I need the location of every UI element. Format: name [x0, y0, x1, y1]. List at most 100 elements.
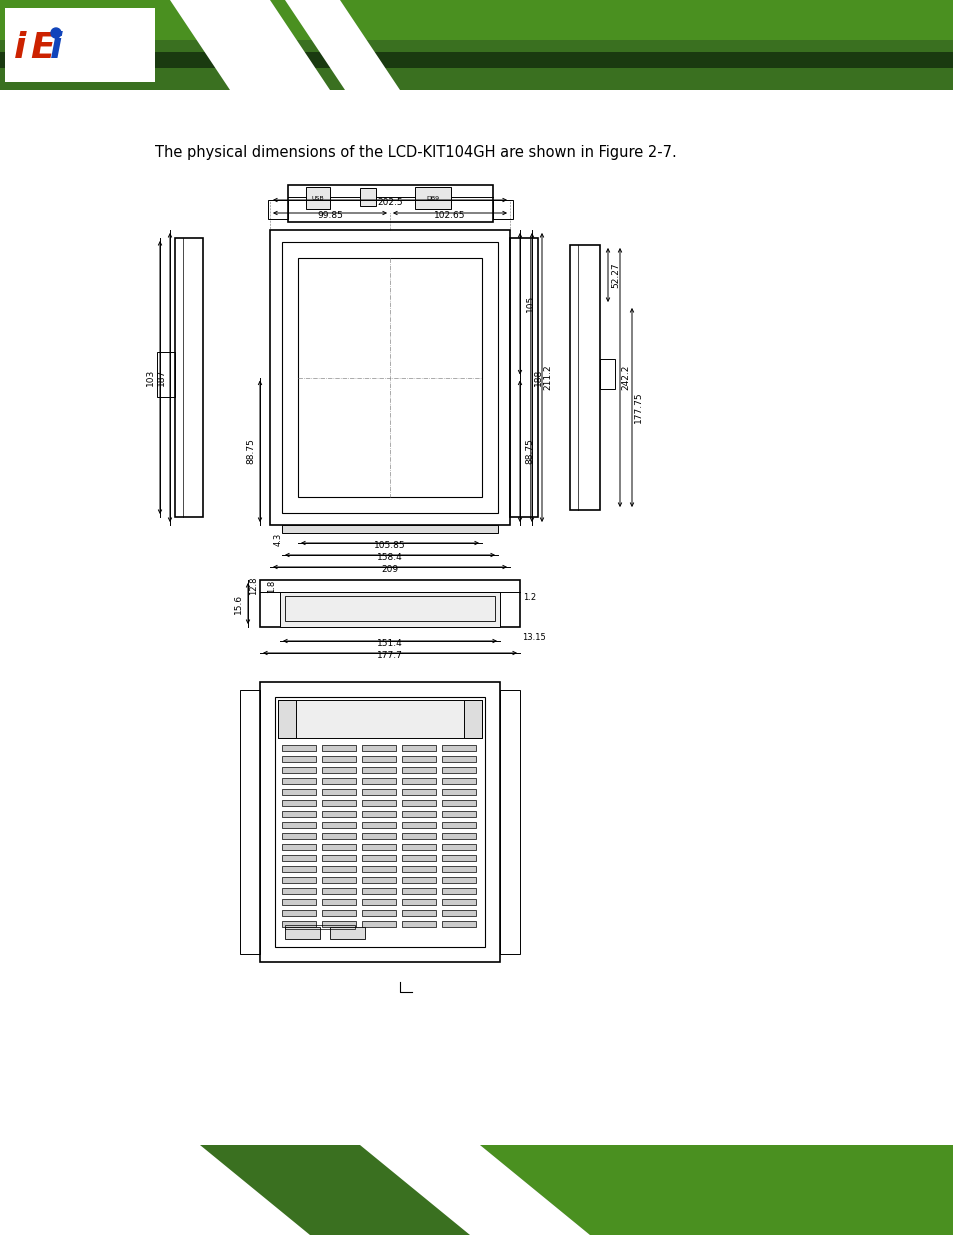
Polygon shape	[479, 1145, 953, 1235]
Polygon shape	[0, 0, 953, 40]
Polygon shape	[361, 921, 395, 927]
Polygon shape	[282, 823, 315, 827]
Text: 103: 103	[146, 369, 154, 387]
Text: 1.8: 1.8	[267, 579, 276, 593]
Polygon shape	[361, 767, 395, 773]
Polygon shape	[401, 756, 436, 762]
Polygon shape	[322, 888, 355, 894]
Polygon shape	[401, 823, 436, 827]
Polygon shape	[277, 700, 481, 739]
Text: The physical dimensions of the LCD-KIT104GH are shown in Figure 2-7.: The physical dimensions of the LCD-KIT10…	[154, 144, 676, 161]
Polygon shape	[282, 525, 497, 534]
Polygon shape	[401, 910, 436, 916]
Polygon shape	[361, 756, 395, 762]
Text: 188: 188	[533, 369, 542, 387]
Polygon shape	[322, 855, 355, 861]
Circle shape	[51, 28, 61, 38]
Polygon shape	[322, 800, 355, 806]
Polygon shape	[282, 745, 315, 751]
Text: 105.85: 105.85	[374, 541, 405, 550]
Polygon shape	[322, 823, 355, 827]
Text: 102.65: 102.65	[434, 211, 465, 220]
Polygon shape	[0, 52, 953, 68]
Polygon shape	[330, 927, 365, 939]
Polygon shape	[441, 844, 476, 850]
Polygon shape	[282, 888, 315, 894]
Text: 13.15: 13.15	[521, 634, 545, 642]
Text: 99.85: 99.85	[316, 211, 342, 220]
Polygon shape	[285, 927, 319, 939]
Polygon shape	[322, 756, 355, 762]
Polygon shape	[282, 899, 315, 905]
Polygon shape	[282, 811, 315, 818]
Polygon shape	[401, 832, 436, 839]
Polygon shape	[401, 800, 436, 806]
Polygon shape	[282, 921, 315, 927]
Polygon shape	[361, 745, 395, 751]
Polygon shape	[322, 877, 355, 883]
Polygon shape	[282, 855, 315, 861]
Polygon shape	[441, 811, 476, 818]
Polygon shape	[361, 811, 395, 818]
Polygon shape	[441, 800, 476, 806]
Text: 177.75: 177.75	[633, 391, 641, 424]
Polygon shape	[359, 188, 375, 206]
Polygon shape	[359, 1145, 589, 1235]
Polygon shape	[361, 844, 395, 850]
Polygon shape	[361, 910, 395, 916]
Polygon shape	[415, 186, 451, 209]
Polygon shape	[441, 832, 476, 839]
Polygon shape	[285, 0, 399, 90]
Text: 15.6: 15.6	[233, 594, 242, 614]
Polygon shape	[322, 778, 355, 784]
Polygon shape	[441, 767, 476, 773]
Text: 209: 209	[381, 564, 398, 574]
Polygon shape	[282, 778, 315, 784]
Polygon shape	[361, 888, 395, 894]
Polygon shape	[322, 745, 355, 751]
Polygon shape	[361, 778, 395, 784]
Polygon shape	[441, 877, 476, 883]
Polygon shape	[361, 877, 395, 883]
Polygon shape	[441, 866, 476, 872]
Polygon shape	[361, 855, 395, 861]
Polygon shape	[322, 832, 355, 839]
Text: 242.2: 242.2	[620, 364, 630, 390]
Polygon shape	[361, 899, 395, 905]
Polygon shape	[401, 921, 436, 927]
Polygon shape	[282, 832, 315, 839]
Polygon shape	[401, 844, 436, 850]
Text: 52.27: 52.27	[611, 262, 619, 288]
Polygon shape	[361, 866, 395, 872]
Text: ®Technology Corp.: ®Technology Corp.	[14, 62, 140, 74]
Text: 158.4: 158.4	[376, 553, 402, 562]
Polygon shape	[282, 789, 315, 795]
Polygon shape	[170, 0, 330, 90]
Text: 88.75: 88.75	[246, 438, 255, 464]
Text: 1.2: 1.2	[523, 593, 536, 601]
Polygon shape	[282, 800, 315, 806]
Polygon shape	[441, 921, 476, 927]
Text: 12.8: 12.8	[250, 577, 258, 595]
Polygon shape	[401, 789, 436, 795]
Polygon shape	[322, 866, 355, 872]
Polygon shape	[361, 789, 395, 795]
Text: DB9: DB9	[426, 195, 439, 200]
Polygon shape	[401, 877, 436, 883]
Polygon shape	[280, 592, 499, 627]
Polygon shape	[361, 823, 395, 827]
Polygon shape	[441, 823, 476, 827]
Polygon shape	[441, 899, 476, 905]
Text: E: E	[30, 31, 54, 65]
Polygon shape	[401, 811, 436, 818]
Polygon shape	[441, 778, 476, 784]
Text: 211.2: 211.2	[543, 364, 552, 390]
Polygon shape	[441, 745, 476, 751]
Text: USB: USB	[312, 195, 324, 200]
Polygon shape	[441, 789, 476, 795]
Text: 105: 105	[525, 295, 534, 312]
Polygon shape	[322, 910, 355, 916]
Text: 202.5: 202.5	[376, 198, 402, 207]
Polygon shape	[322, 811, 355, 818]
Polygon shape	[282, 767, 315, 773]
